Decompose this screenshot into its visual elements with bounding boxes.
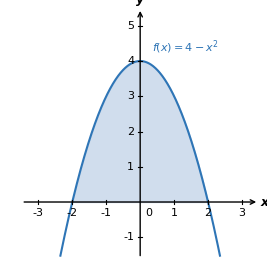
Text: 3: 3 xyxy=(238,208,246,218)
Text: 1: 1 xyxy=(127,162,134,172)
Text: 3: 3 xyxy=(127,91,134,101)
Text: 1: 1 xyxy=(171,208,178,218)
Text: 5: 5 xyxy=(127,21,134,31)
Text: 2: 2 xyxy=(127,126,134,137)
Text: 4: 4 xyxy=(127,56,134,66)
Text: 2: 2 xyxy=(205,208,212,218)
Text: -1: -1 xyxy=(123,232,134,242)
Text: -2: -2 xyxy=(67,208,78,218)
Text: x: x xyxy=(261,196,267,209)
Text: y: y xyxy=(136,0,144,7)
Text: $f(x) = 4 - x^2$: $f(x) = 4 - x^2$ xyxy=(152,38,219,56)
Text: -1: -1 xyxy=(101,208,112,218)
Text: 0: 0 xyxy=(145,208,152,218)
Text: -3: -3 xyxy=(33,208,44,218)
